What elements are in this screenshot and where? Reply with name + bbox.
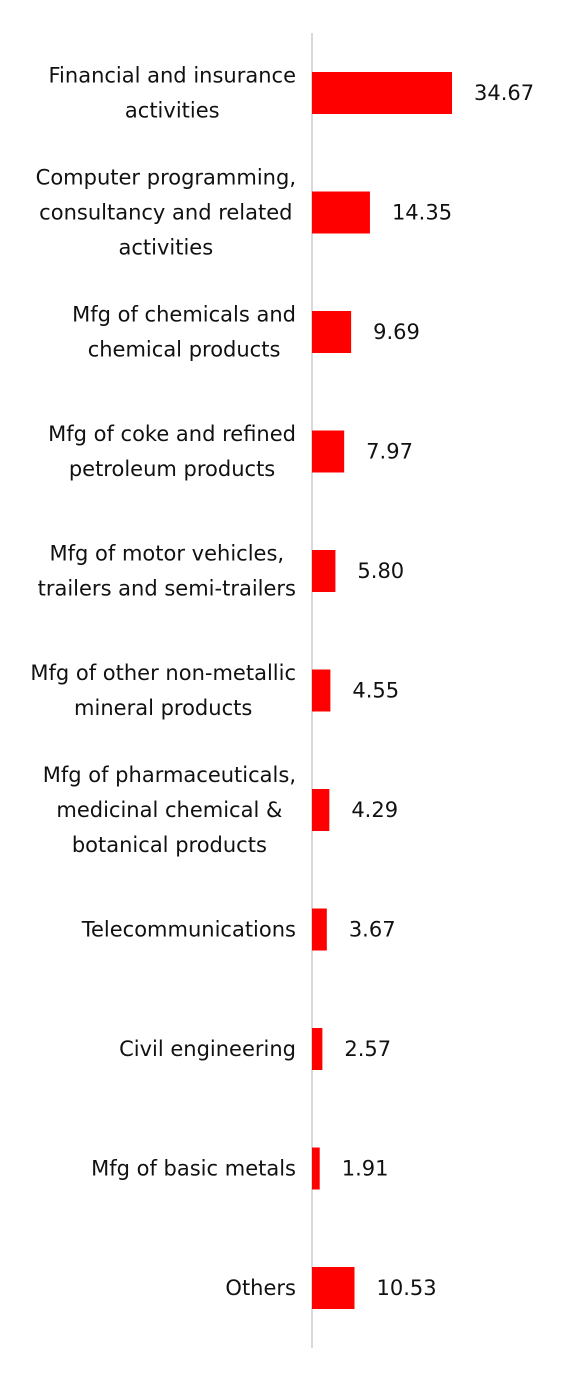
bar xyxy=(312,311,352,353)
bar xyxy=(312,908,327,951)
category-label: Mfg of other non-metallic xyxy=(30,661,296,685)
value-label: 7.97 xyxy=(366,440,413,464)
bar xyxy=(312,550,336,592)
value-label: 4.55 xyxy=(352,679,399,703)
value-label: 5.80 xyxy=(357,559,404,583)
bar xyxy=(312,789,330,831)
value-label: 1.91 xyxy=(342,1157,389,1181)
value-label: 34.67 xyxy=(474,81,534,105)
category-label: petroleum products xyxy=(69,457,275,481)
category-label: Telecommunications xyxy=(81,918,296,942)
value-label: 4.29 xyxy=(351,798,398,822)
category-label: activities xyxy=(125,99,220,123)
bar xyxy=(312,1028,323,1070)
category-label: Mfg of pharmaceuticals, xyxy=(43,763,296,787)
category-label: Financial and insurance xyxy=(49,64,297,88)
category-label: Mfg of motor vehicles, xyxy=(50,542,285,566)
category-label: Mfg of basic metals xyxy=(91,1157,296,1181)
category-label: activities xyxy=(118,236,213,260)
category-label: mineral products xyxy=(74,696,252,720)
category-label: chemical products xyxy=(88,338,281,362)
bar xyxy=(312,1147,320,1190)
category-label: botanical products xyxy=(72,833,267,857)
category-labels-group: Financial and insurance activities Compute… xyxy=(30,64,296,1301)
category-label: Others xyxy=(225,1276,296,1300)
category-label: medicinal chemical & xyxy=(56,798,282,822)
bar xyxy=(312,430,345,473)
value-label: 3.67 xyxy=(349,918,396,942)
category-label: Mfg of coke and refined xyxy=(48,422,296,446)
value-label: 10.53 xyxy=(377,1276,437,1300)
value-labels-group: 34.67 14.35 9.69 7.97 5.80 4.55 4.29 3.67 2.57 1.… xyxy=(342,81,534,1300)
category-label: Civil engineering xyxy=(119,1037,296,1061)
bar xyxy=(312,72,452,114)
value-label: 2.57 xyxy=(344,1037,391,1061)
category-label: consultancy and related xyxy=(39,201,292,225)
category-label: Computer programming, xyxy=(36,166,296,190)
bar xyxy=(312,1267,355,1309)
bars-group xyxy=(312,72,452,1309)
bar xyxy=(312,669,331,712)
bar xyxy=(312,191,370,234)
category-label: Mfg of chemicals and xyxy=(72,303,296,327)
value-label: 14.35 xyxy=(392,201,452,225)
category-label: trailers and semi-trailers xyxy=(38,577,296,601)
value-label: 9.69 xyxy=(373,320,420,344)
